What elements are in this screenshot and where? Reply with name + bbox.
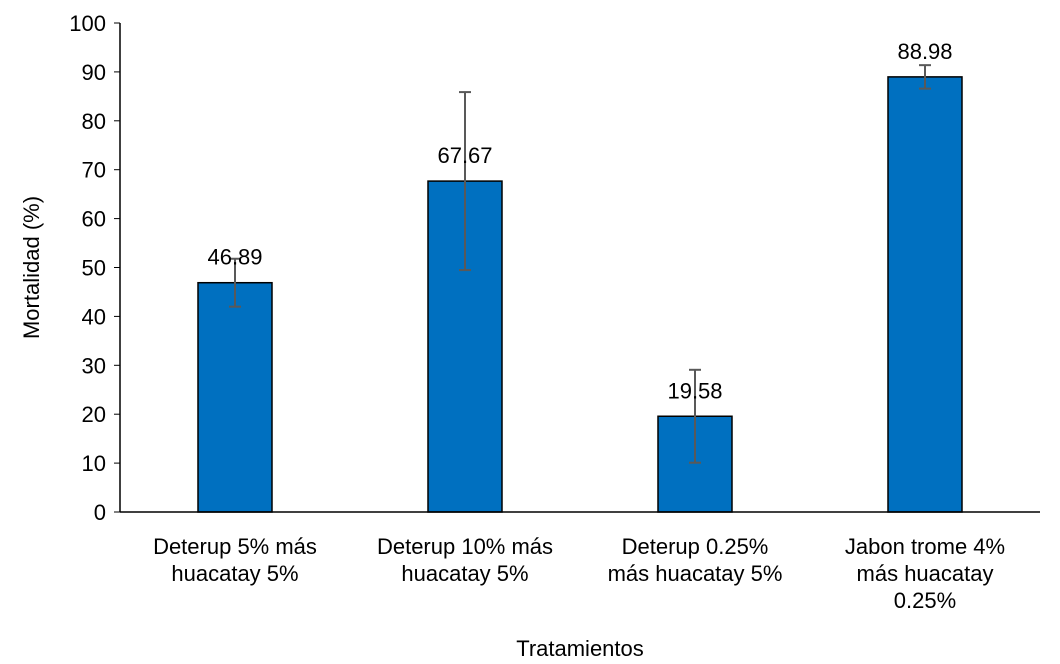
data-label: 19.58 bbox=[667, 378, 722, 403]
error-bar bbox=[229, 257, 241, 308]
data-labels: 46.89 67.67 19.58 88.98 bbox=[207, 39, 952, 403]
y-tick-label: 0 bbox=[94, 500, 106, 525]
bar bbox=[887, 76, 963, 513]
error-bar bbox=[689, 368, 701, 464]
y-tick-label: 70 bbox=[82, 158, 106, 183]
bars bbox=[197, 76, 963, 513]
data-label: 88.98 bbox=[897, 39, 952, 64]
x-category-label: Jabon trome 4% más huacatay 0.25% bbox=[845, 534, 1005, 613]
data-label: 67.67 bbox=[437, 143, 492, 168]
x-axis-category-labels: Deterup 5% más huacatay 5%Deterup 10% más… bbox=[153, 534, 1005, 613]
y-tick-label: 60 bbox=[82, 207, 106, 232]
y-axis-ticks: 0 10 20 30 40 50 60 70 80 90 100 bbox=[69, 11, 120, 525]
bar bbox=[197, 281, 273, 513]
x-category-label-line: Deterup 0.25% bbox=[622, 534, 769, 559]
error-bar bbox=[459, 91, 471, 272]
y-tick-label: 10 bbox=[82, 451, 106, 476]
y-tick-label: 20 bbox=[82, 402, 106, 427]
x-category-label-line: huacatay 5% bbox=[171, 561, 298, 586]
y-tick-label: 90 bbox=[82, 60, 106, 85]
x-category-label: Deterup 10% más huacatay 5% bbox=[377, 534, 553, 586]
x-category-label-line: Jabon trome 4% bbox=[845, 534, 1005, 559]
x-category-label-line: Deterup 10% más bbox=[377, 534, 553, 559]
y-tick-label: 80 bbox=[82, 109, 106, 134]
x-category-label-line: huacatay 5% bbox=[401, 561, 528, 586]
x-category-label: Deterup 0.25% más huacatay 5% bbox=[608, 534, 783, 586]
y-axis-title: Mortalidad (%) bbox=[19, 196, 44, 339]
x-category-label-line: más huacatay bbox=[857, 561, 994, 586]
error-bar bbox=[919, 64, 931, 90]
x-category-label-line: Deterup 5% más bbox=[153, 534, 317, 559]
x-category-label: Deterup 5% más huacatay 5% bbox=[153, 534, 317, 586]
y-tick-label: 50 bbox=[82, 256, 106, 281]
data-label: 46.89 bbox=[207, 245, 262, 270]
x-category-label-line: más huacatay 5% bbox=[608, 561, 783, 586]
y-tick-label: 30 bbox=[82, 353, 106, 378]
y-tick-label: 100 bbox=[69, 11, 106, 36]
y-tick-label: 40 bbox=[82, 304, 106, 329]
error-bars bbox=[229, 64, 931, 464]
x-category-label-line: 0.25% bbox=[894, 588, 956, 613]
x-axis-title: Tratamientos bbox=[516, 636, 644, 661]
